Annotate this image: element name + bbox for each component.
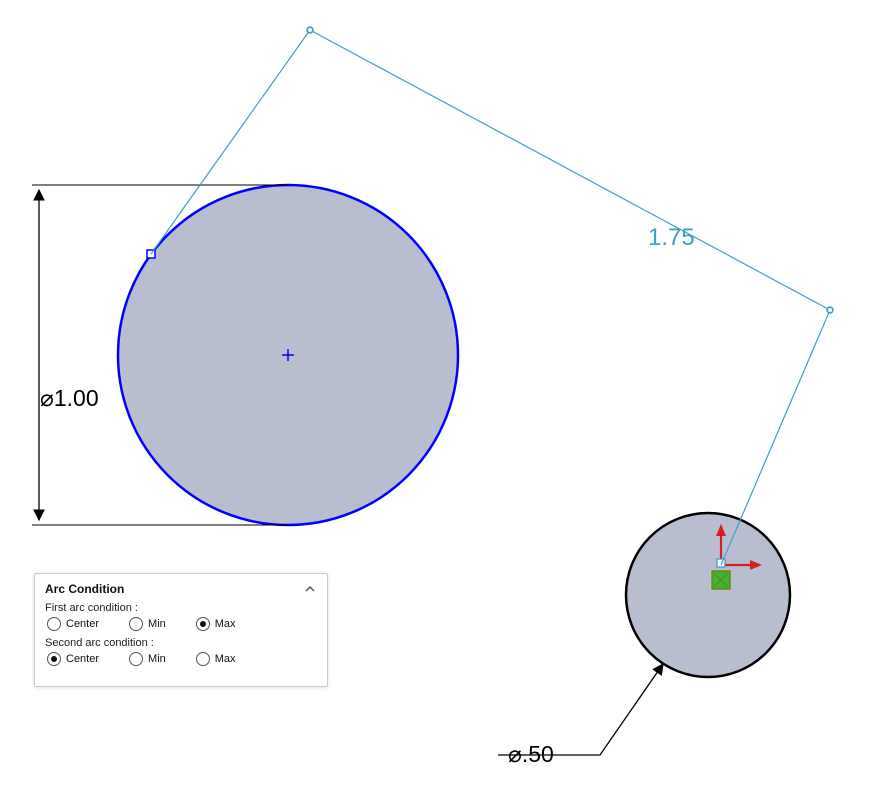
second-arc-center-radio[interactable]: Center bbox=[47, 652, 99, 666]
radio-label: Max bbox=[215, 618, 236, 630]
second-arc-label: Second arc condition : bbox=[45, 637, 317, 649]
origin-point[interactable] bbox=[717, 559, 725, 567]
radio-label: Min bbox=[148, 618, 166, 630]
first-arc-center-radio[interactable]: Center bbox=[47, 617, 99, 631]
second-arc-min-radio[interactable]: Min bbox=[129, 652, 166, 666]
second-arc-radio-row: Center Min Max bbox=[47, 652, 317, 666]
first-arc-min-radio[interactable]: Min bbox=[129, 617, 166, 631]
circle-small[interactable] bbox=[626, 513, 790, 677]
panel-title: Arc Condition bbox=[45, 582, 124, 596]
first-arc-label: First arc condition : bbox=[45, 602, 317, 614]
arc-condition-panel: Arc Condition First arc condition : Cent… bbox=[34, 573, 328, 687]
chevron-up-icon[interactable] bbox=[303, 582, 317, 596]
second-arc-max-radio[interactable]: Max bbox=[196, 652, 236, 666]
dimension-diameter-small-label: ⌀.50 bbox=[508, 741, 554, 767]
dimension-diameter-large-label: ⌀1.00 bbox=[40, 385, 99, 411]
first-arc-max-radio[interactable]: Max bbox=[196, 617, 236, 631]
radio-label: Max bbox=[215, 653, 236, 665]
dimension-distance-active-label: 1.75 bbox=[648, 224, 695, 251]
radio-label: Center bbox=[66, 653, 99, 665]
panel-header[interactable]: Arc Condition bbox=[45, 582, 317, 596]
first-arc-radio-row: Center Min Max bbox=[47, 617, 317, 631]
radio-label: Min bbox=[148, 653, 166, 665]
radio-label: Center bbox=[66, 618, 99, 630]
